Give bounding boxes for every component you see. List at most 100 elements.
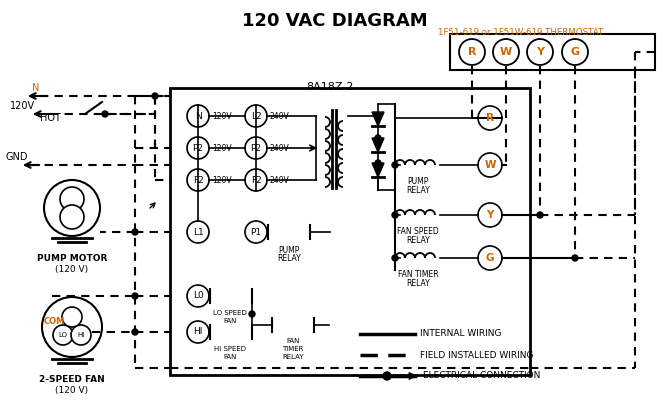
Circle shape	[245, 137, 267, 159]
Text: HOT: HOT	[40, 113, 61, 123]
Text: R: R	[468, 47, 476, 57]
Text: LO SPEED: LO SPEED	[213, 310, 247, 316]
Text: FAN TIMER: FAN TIMER	[398, 270, 438, 279]
Circle shape	[53, 325, 73, 345]
Circle shape	[187, 285, 209, 307]
Text: N: N	[32, 83, 40, 93]
Text: HI SPEED: HI SPEED	[214, 346, 246, 352]
Circle shape	[187, 137, 209, 159]
Text: PUMP MOTOR: PUMP MOTOR	[37, 254, 107, 263]
Circle shape	[375, 160, 381, 166]
Text: Y: Y	[536, 47, 544, 57]
Polygon shape	[372, 163, 384, 177]
Circle shape	[493, 39, 519, 65]
Circle shape	[245, 105, 267, 127]
Text: GND: GND	[5, 152, 27, 162]
Circle shape	[60, 187, 84, 211]
Text: 240V: 240V	[270, 143, 289, 153]
Text: RELAY: RELAY	[282, 354, 304, 360]
Text: RELAY: RELAY	[277, 254, 301, 263]
Text: HI: HI	[77, 332, 84, 338]
Circle shape	[392, 255, 398, 261]
Text: 240V: 240V	[270, 111, 289, 121]
Circle shape	[383, 372, 391, 380]
Circle shape	[392, 212, 398, 218]
Text: LO: LO	[58, 332, 68, 338]
Polygon shape	[372, 138, 384, 152]
Text: 1F51-619 or 1F51W-619 THERMOSTAT: 1F51-619 or 1F51W-619 THERMOSTAT	[438, 28, 603, 37]
Text: 120V: 120V	[212, 143, 232, 153]
Circle shape	[572, 255, 578, 261]
Text: RELAY: RELAY	[406, 186, 430, 195]
Circle shape	[187, 105, 209, 127]
Circle shape	[152, 93, 158, 99]
Text: RELAY: RELAY	[406, 236, 430, 245]
Text: 240V: 240V	[270, 176, 289, 184]
Text: G: G	[486, 253, 494, 263]
Text: HI: HI	[194, 328, 203, 336]
Text: W: W	[500, 47, 512, 57]
Circle shape	[562, 39, 588, 65]
Text: Y: Y	[486, 210, 494, 220]
Circle shape	[187, 321, 209, 343]
Circle shape	[102, 111, 108, 117]
Text: N: N	[194, 111, 202, 121]
Text: 8A18Z-2: 8A18Z-2	[306, 82, 354, 92]
Circle shape	[375, 135, 381, 141]
Text: FAN: FAN	[223, 354, 237, 360]
Text: R: R	[486, 113, 494, 123]
Circle shape	[245, 221, 267, 243]
Circle shape	[249, 311, 255, 317]
Circle shape	[537, 212, 543, 218]
Polygon shape	[372, 112, 384, 126]
Text: W: W	[484, 160, 496, 170]
Circle shape	[132, 329, 138, 335]
Text: L1: L1	[193, 228, 204, 236]
Text: L0: L0	[193, 292, 204, 300]
Circle shape	[478, 106, 502, 130]
Text: 2-SPEED FAN: 2-SPEED FAN	[39, 375, 105, 384]
Text: 120V: 120V	[212, 176, 232, 184]
Circle shape	[527, 39, 553, 65]
Circle shape	[459, 39, 485, 65]
Circle shape	[60, 205, 84, 229]
Circle shape	[62, 307, 82, 327]
Text: L2: L2	[251, 111, 261, 121]
Circle shape	[44, 180, 100, 236]
Bar	[450, 34, 655, 70]
Circle shape	[392, 162, 398, 168]
Text: P2: P2	[251, 143, 261, 153]
Text: F2: F2	[251, 176, 261, 184]
Text: TIMER: TIMER	[282, 346, 304, 352]
Circle shape	[187, 221, 209, 243]
Text: INTERNAL WIRING: INTERNAL WIRING	[420, 329, 502, 339]
Text: PUMP: PUMP	[278, 246, 299, 255]
Text: FIELD INSTALLED WIRING: FIELD INSTALLED WIRING	[420, 351, 533, 360]
Circle shape	[478, 246, 502, 270]
Text: (120 V): (120 V)	[56, 265, 88, 274]
Circle shape	[71, 325, 91, 345]
Circle shape	[132, 293, 138, 299]
Circle shape	[478, 203, 502, 227]
Text: FAN: FAN	[223, 318, 237, 324]
Text: 120V: 120V	[212, 111, 232, 121]
Circle shape	[132, 229, 138, 235]
Text: PUMP: PUMP	[407, 177, 429, 186]
Text: ELECTRICAL CONNECTION: ELECTRICAL CONNECTION	[423, 372, 541, 380]
Circle shape	[245, 169, 267, 191]
Text: P2: P2	[192, 143, 204, 153]
Text: FAN: FAN	[286, 338, 299, 344]
Text: COM: COM	[44, 318, 66, 326]
Circle shape	[478, 153, 502, 177]
Text: F2: F2	[193, 176, 204, 184]
Text: 120V: 120V	[10, 101, 35, 111]
Text: G: G	[570, 47, 580, 57]
Text: P1: P1	[251, 228, 261, 236]
Circle shape	[42, 297, 102, 357]
Bar	[170, 88, 530, 375]
Text: (120 V): (120 V)	[56, 386, 88, 395]
Text: RELAY: RELAY	[406, 279, 430, 288]
Circle shape	[187, 169, 209, 191]
Text: FAN SPEED: FAN SPEED	[397, 227, 439, 236]
Text: 120 VAC DIAGRAM: 120 VAC DIAGRAM	[242, 12, 428, 30]
